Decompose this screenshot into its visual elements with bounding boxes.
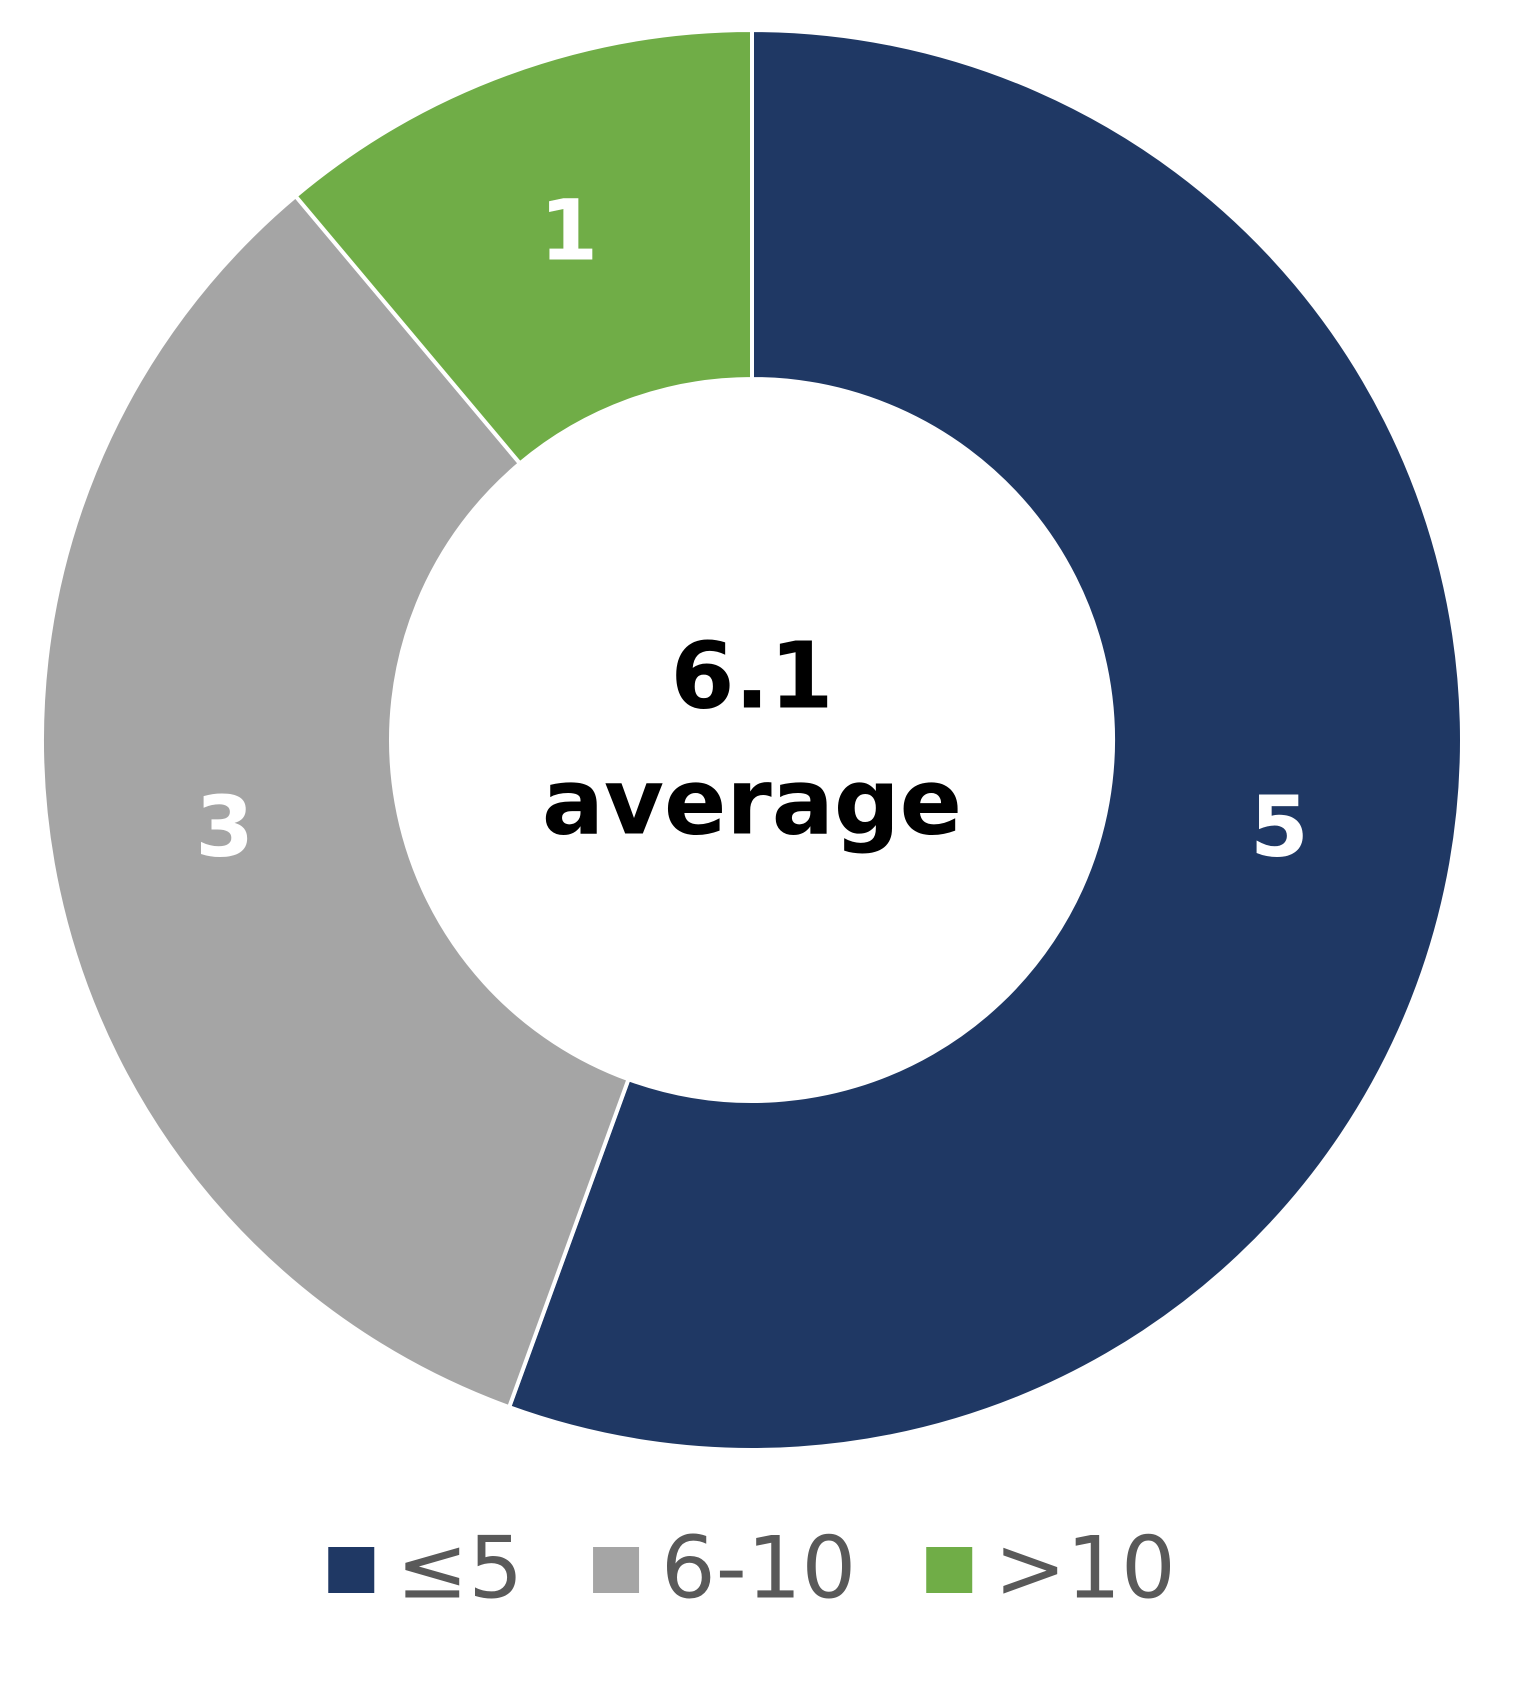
legend-label: 6-10 — [661, 1518, 856, 1618]
legend-label: ≤5 — [396, 1518, 523, 1618]
donut-slice — [40, 193, 632, 1410]
legend-label: >10 — [994, 1518, 1176, 1618]
donut-slice — [292, 27, 754, 467]
data-label: 3 — [195, 778, 253, 876]
center-label: average — [542, 748, 962, 855]
legend-swatch — [328, 1547, 375, 1593]
center-value: 6.1 — [671, 622, 834, 729]
data-label: 5 — [1250, 778, 1308, 876]
data-label: 1 — [540, 182, 598, 280]
legend-swatch — [926, 1547, 973, 1593]
donut-slice — [506, 27, 1464, 1452]
legend-swatch — [593, 1547, 640, 1593]
